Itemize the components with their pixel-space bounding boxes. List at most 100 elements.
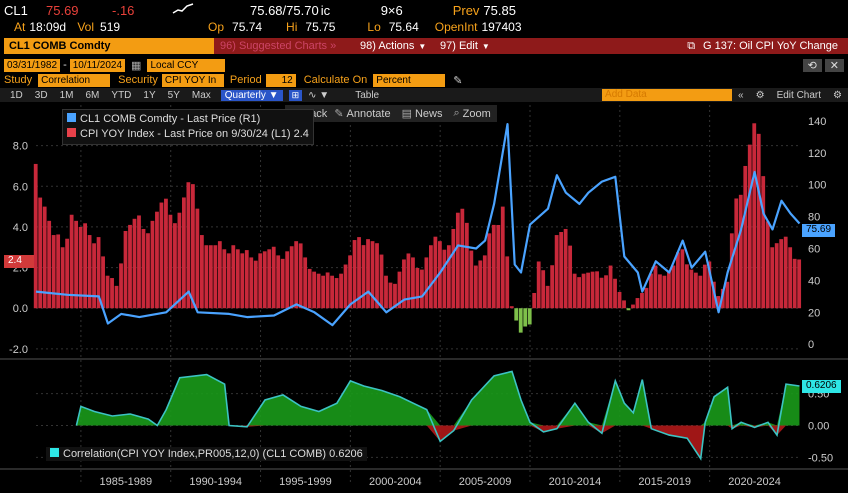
end-date-field[interactable]: 10/11/2024 [69, 58, 126, 72]
left-tick-label: 0.0 [13, 303, 28, 315]
cpi-bar [388, 282, 393, 309]
period-field[interactable]: 12 [265, 73, 296, 87]
security-field[interactable]: CL1 COMB Comdty [4, 38, 214, 54]
range-tab-3d[interactable]: 3D [34, 89, 48, 101]
range-tab-ytd[interactable]: YTD [111, 89, 132, 101]
cpi-bar [572, 273, 577, 309]
cpi-bar [60, 247, 65, 309]
range-tab-6m[interactable]: 6M [85, 89, 100, 101]
price-change: -.16 [112, 2, 135, 18]
popout-icon[interactable]: ⧉ [687, 39, 696, 52]
cpi-bar [568, 245, 573, 309]
start-date-field[interactable]: 03/31/1982 [4, 58, 61, 72]
correlation-axis: 0.500.00-0.50 [808, 389, 833, 465]
hi-label: Hi [286, 20, 298, 34]
cpi-bar [411, 257, 415, 309]
news-button[interactable]: News [414, 107, 443, 120]
cpi-bar [604, 275, 608, 309]
oil-line [35, 123, 801, 327]
news-icon[interactable]: ▤ [401, 108, 412, 120]
cpi-bar [87, 235, 92, 309]
date-row: 03/31/1982 - 10/11/2024 ▦ Local CCY ⟲ ✕ [0, 58, 848, 72]
frequency-select[interactable]: Quarterly ▼ [220, 89, 283, 101]
add-data-field[interactable]: Add Data [602, 89, 733, 101]
cpi-bar [47, 220, 52, 309]
edit-chart-button[interactable]: Edit Chart [776, 89, 822, 101]
actions-menu[interactable]: 98) Actions ▼ [354, 38, 434, 54]
cpi-bar [231, 245, 236, 309]
gear-icon[interactable]: ⚙ [833, 89, 842, 101]
correlation-area [75, 370, 800, 461]
range-tab-1m[interactable]: 1M [59, 89, 74, 101]
cpi-bar [375, 243, 379, 309]
cpi-badge: 2.4 [4, 255, 34, 268]
cpi-bar [393, 283, 397, 309]
cpi-bar [716, 296, 721, 309]
chart-type-icon[interactable]: ⊞ [288, 89, 303, 101]
security-input[interactable]: CPI YOY In [161, 73, 224, 87]
cpi-bar [114, 285, 119, 309]
range-tab-1y[interactable]: 1Y [143, 89, 156, 101]
right-tick-label: 20 [808, 307, 820, 319]
cpi-bar [662, 275, 667, 309]
undo-icon[interactable]: ⟲ [802, 58, 822, 72]
cpi-bar [366, 239, 370, 309]
range-tab-max[interactable]: Max [191, 89, 211, 101]
table-button[interactable]: Table [355, 89, 380, 101]
cpi-bar [267, 249, 272, 309]
zoom-icon[interactable]: ⌕ [453, 107, 460, 119]
ticker: CL1 [4, 2, 28, 18]
line-style-icon[interactable]: ∿ ▼ [308, 89, 330, 101]
cpi-bar [294, 241, 299, 309]
pencil-icon[interactable]: ✎ [453, 74, 463, 87]
calc-field[interactable]: Percent [373, 73, 446, 87]
study-label: Study [4, 74, 33, 86]
corr-tick-label: -0.50 [808, 452, 833, 464]
collapse-icon[interactable]: « [738, 89, 744, 101]
cpi-bar [258, 253, 263, 309]
cpi-bar [150, 220, 155, 309]
quote-line-2: At 18:09d Vol 519 Op 75.74 Hi 75.75 Lo 7… [0, 19, 848, 35]
cpi-bar [123, 231, 128, 309]
edit-menu[interactable]: 97) Edit ▼ [434, 38, 494, 54]
currency-field[interactable]: Local CCY [147, 58, 226, 72]
cpi-bar [217, 241, 222, 309]
cpi-bar [783, 236, 788, 309]
cpi-bar [303, 257, 308, 309]
study-field[interactable]: Correlation [38, 73, 111, 87]
cpi-bar [56, 234, 61, 309]
suggested-charts-button[interactable]: 96) Suggested Charts » [214, 38, 354, 54]
cpi-bar [514, 308, 519, 321]
range-tab-5y[interactable]: 5Y [167, 89, 180, 101]
cpi-bar [464, 222, 469, 309]
cpi-bar [563, 228, 568, 309]
oil-price-line [35, 123, 801, 327]
cpi-bar [402, 259, 406, 309]
annotate-button[interactable]: Annotate [346, 107, 391, 120]
cpi-bar [536, 261, 541, 309]
x-axis: 1985-1989 1990-1994 1995-1999 2000-2004 2005… [0, 468, 848, 488]
close-icon[interactable]: ✕ [824, 58, 844, 72]
cpi-bar [433, 236, 438, 309]
cpi-bar [406, 253, 411, 309]
op-label: Op [208, 20, 225, 34]
sparkline-icon [172, 2, 242, 18]
bid-ask-suffix: ic [320, 2, 331, 18]
cpi-bar [101, 256, 105, 309]
legend-oil: CL1 COMB Comdty - Last Price (R1) [67, 112, 309, 127]
cpi-bar [478, 260, 483, 309]
calendar-icon[interactable]: ▦ [131, 59, 142, 72]
legend-corr: Correlation(CPI YOY Index,PR005,12,0) (C… [46, 447, 367, 461]
cpi-bar [78, 226, 83, 309]
settings-icon[interactable]: ⚙ [755, 89, 765, 101]
cpi-bar [455, 212, 460, 309]
cpi-bar [676, 252, 680, 309]
range-tab-1d[interactable]: 1D [10, 89, 23, 101]
left-tick-label: -2.0 [9, 344, 28, 356]
x-tick-label: 1985-1989 [100, 476, 153, 488]
cpi-bar [729, 233, 734, 309]
cpi-bar [451, 228, 456, 309]
cpi-bar [132, 218, 137, 309]
annotate-icon[interactable]: ✎ [334, 108, 344, 120]
zoom-button[interactable]: Zoom [462, 107, 491, 120]
